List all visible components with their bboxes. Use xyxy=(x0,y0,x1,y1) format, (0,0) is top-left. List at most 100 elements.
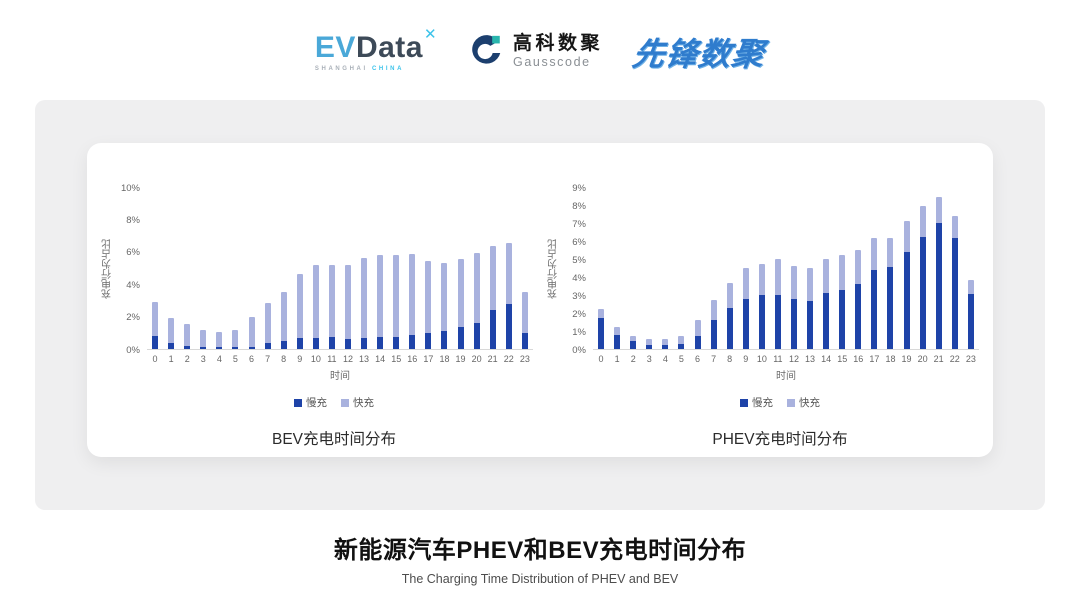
stacked-bar xyxy=(248,317,255,349)
bar-segment-slow xyxy=(967,294,974,349)
bar-slot xyxy=(931,196,947,349)
bar-segment-slow xyxy=(935,223,942,349)
stacked-bar xyxy=(328,264,335,349)
chart-inner: 充电行为占比 0% 2% 4% 6% 8% 10% 0 1 2 3 4 5 6 7 8 9 10 11 12 13 14 1… xyxy=(101,183,533,449)
stacked-bar xyxy=(807,268,814,349)
x-tick-label: 11 xyxy=(327,354,337,364)
stacked-bar xyxy=(489,246,496,349)
legend-item-fast: 快充 xyxy=(341,395,374,410)
bar-slot xyxy=(420,260,436,349)
bar-segment-slow xyxy=(774,295,781,349)
bar-segment-slow xyxy=(694,335,701,349)
y-axis-title: 充电行为占比 xyxy=(548,239,560,299)
bar-slot xyxy=(501,242,517,349)
stacked-bar xyxy=(441,263,448,349)
y-tick-label: 7% xyxy=(572,218,586,230)
legend-item-slow: 慢充 xyxy=(294,395,327,410)
x-tick-label: 14 xyxy=(821,354,832,364)
bar-segment-slow xyxy=(473,323,480,349)
bar-slot xyxy=(517,291,533,349)
bar-slot xyxy=(641,339,657,349)
bar-slot xyxy=(243,317,259,349)
x-tick-label: 19 xyxy=(901,354,912,364)
gausscode-mark-icon xyxy=(472,35,501,64)
y-axis-ticks: 0% 2% 4% 6% 8% 10% xyxy=(115,183,147,354)
bar-segment-fast xyxy=(505,242,512,305)
gausscode-text: 高科数聚 Gausscode xyxy=(513,33,603,70)
x-axis-title: 时间 xyxy=(330,371,350,382)
bar-segment-fast xyxy=(168,318,175,343)
bar-segment-fast xyxy=(678,336,685,344)
y-tick-label: 1% xyxy=(572,326,586,338)
x-tick-label: 23 xyxy=(965,354,976,364)
bar-slot xyxy=(276,291,292,349)
legend-item-fast: 快充 xyxy=(787,395,820,410)
stacked-bar xyxy=(694,320,701,349)
bar-segment-slow xyxy=(678,343,685,349)
stacked-bar xyxy=(967,279,974,349)
x-tick-label: 11 xyxy=(773,354,783,364)
bar-segment-fast xyxy=(473,253,480,324)
x-tick-label: 9 xyxy=(297,354,303,364)
bar-segment-fast xyxy=(807,268,814,302)
bar-segment-slow xyxy=(377,336,384,349)
bar-segment-slow xyxy=(344,339,351,349)
legend-swatch xyxy=(294,398,302,407)
bar-segment-slow xyxy=(887,267,894,349)
bar-slot xyxy=(738,268,754,349)
x-tick-label: 8 xyxy=(281,354,287,364)
x-axis-title: 时间 xyxy=(776,371,796,382)
x-tick-label: 21 xyxy=(487,354,498,364)
x-tick-label: 2 xyxy=(630,354,636,364)
bar-segment-fast xyxy=(232,330,239,348)
charts-panel: 充电行为占比 0% 2% 4% 6% 8% 10% 0 1 2 3 4 5 6 7 8 9 10 11 12 13 14 1… xyxy=(35,100,1045,510)
x-tick-label: 18 xyxy=(885,354,896,364)
bar-segment-slow xyxy=(521,332,528,349)
bar-segment-slow xyxy=(823,293,830,349)
stacked-bar xyxy=(377,255,384,349)
bar-segment-fast xyxy=(662,339,669,345)
x-tick-label: 19 xyxy=(455,354,466,364)
stacked-bar xyxy=(200,330,207,349)
bar-segment-slow xyxy=(168,342,175,349)
legend-label: 慢充 xyxy=(306,397,327,409)
bar-segment-fast xyxy=(521,291,528,333)
stacked-bar xyxy=(646,339,653,349)
stacked-bar xyxy=(662,339,669,349)
bar-segment-fast xyxy=(264,302,271,343)
stacked-bar xyxy=(710,299,717,349)
x-tick-label: 16 xyxy=(407,354,418,364)
bar-segment-fast xyxy=(919,205,926,238)
bar-slot xyxy=(625,335,641,349)
stacked-bar xyxy=(344,264,351,349)
bar-slot xyxy=(308,264,324,349)
x-tick-label: 15 xyxy=(837,354,848,364)
bar-segment-fast xyxy=(441,263,448,332)
bar-slot xyxy=(593,308,609,349)
bar-slot xyxy=(850,250,866,349)
stacked-bar xyxy=(505,242,512,349)
bar-segment-slow xyxy=(264,342,271,349)
chart-inner: 充电行为占比 0% 1% 2% 3% 4% 5% 6% 7% 8% 9% 0 1 2 3 4 5 6 7 8 9 10 11… xyxy=(547,183,979,449)
bar-segment-slow xyxy=(598,317,605,349)
stacked-bar xyxy=(280,291,287,349)
bar-slot xyxy=(818,259,834,349)
gausscode-logo: 高科数聚 Gausscode xyxy=(467,33,603,71)
main-title: 新能源汽车PHEV和BEV充电时间分布 xyxy=(333,537,747,564)
stacked-bar xyxy=(232,330,239,349)
x-tick-label: 10 xyxy=(310,354,321,364)
bar-segment-fast xyxy=(152,302,159,337)
bar-slot xyxy=(436,263,452,349)
bar-segment-slow xyxy=(216,347,223,349)
y-tick-label: 5% xyxy=(572,254,586,266)
x-tick-label: 14 xyxy=(375,354,386,364)
charts-card: 充电行为占比 0% 2% 4% 6% 8% 10% 0 1 2 3 4 5 6 7 8 9 10 11 12 13 14 1… xyxy=(87,143,993,457)
bar-segment-slow xyxy=(489,310,496,349)
x-tick-label: 20 xyxy=(917,354,928,364)
bar-segment-slow xyxy=(232,347,239,349)
bar-segment-slow xyxy=(457,327,464,349)
bar-segment-slow xyxy=(855,284,862,349)
stacked-bar xyxy=(774,259,781,349)
x-tick-label: 10 xyxy=(756,354,767,364)
x-tick-label: 6 xyxy=(249,354,255,364)
